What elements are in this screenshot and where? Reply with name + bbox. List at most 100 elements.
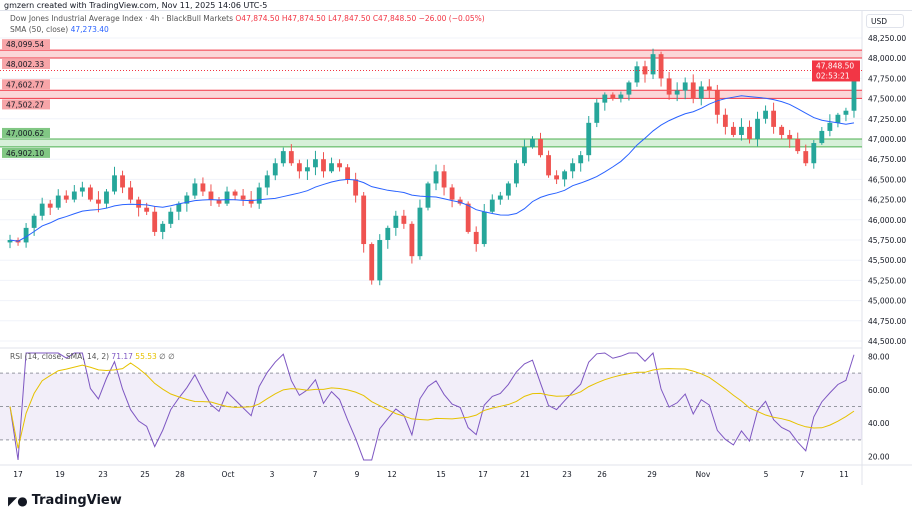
candle-body <box>96 199 101 204</box>
candle-body <box>674 90 680 95</box>
candle-body <box>602 94 608 103</box>
sma-legend[interactable]: SMA (50, close) 47,273.40 <box>10 25 109 34</box>
rsi-legend[interactable]: RSI (14, close, SMA, 14, 2) 71.17 55.53 … <box>10 352 175 361</box>
price-tick: 48,250.00 <box>868 34 906 43</box>
price-tick: 44,500.00 <box>868 337 906 346</box>
candle-body <box>698 86 704 99</box>
candle-body <box>473 231 479 245</box>
candle-body <box>305 167 310 172</box>
candle-body <box>489 199 495 212</box>
candle-body <box>803 151 809 164</box>
candle-body <box>787 134 793 139</box>
candle-body <box>71 191 77 200</box>
rsi-label: RSI (14, close, SMA, 14, 2) <box>10 352 110 361</box>
candle-body <box>232 191 238 196</box>
high-value: H47,874.50 <box>281 14 326 23</box>
candle-body <box>409 223 415 257</box>
date-tick: 15 <box>436 470 446 479</box>
rsi-tick: 60.00 <box>868 386 890 395</box>
candle-body <box>658 54 664 79</box>
date-tick: 12 <box>387 470 397 479</box>
candle-body <box>55 195 61 208</box>
open-value: O47,874.50 <box>235 14 280 23</box>
candle-body <box>562 171 568 180</box>
sma-label: SMA (50, close) <box>10 25 69 34</box>
price-tick: 47,750.00 <box>868 74 906 83</box>
close-value: C47,848.50 <box>372 14 417 23</box>
date-tick: 23 <box>98 470 108 479</box>
candle-body <box>264 175 270 188</box>
candle-body <box>87 187 93 200</box>
date-tick: 3 <box>270 470 275 479</box>
candle-body <box>835 114 841 123</box>
currency-selector[interactable]: USD <box>866 14 904 28</box>
candle-body <box>288 151 294 164</box>
tradingview-logo-icon: ◤● <box>8 493 28 508</box>
candle-body <box>296 163 302 172</box>
date-tick: 21 <box>520 470 530 479</box>
candle-body <box>168 211 174 224</box>
candle-body <box>739 126 744 135</box>
candle-body <box>369 244 375 281</box>
candle-body <box>522 147 527 164</box>
candle-body <box>280 151 286 164</box>
candle-body <box>353 179 359 196</box>
date-tick: 11 <box>839 470 849 479</box>
date-tick: 23 <box>562 470 572 479</box>
candle-body <box>216 199 222 204</box>
price-tick: 44,750.00 <box>868 317 906 326</box>
candle-body <box>39 203 45 216</box>
candle-body <box>449 187 455 200</box>
candle-body <box>795 139 801 152</box>
candle-body <box>634 66 640 83</box>
candle-body <box>128 187 133 200</box>
candle-body <box>465 203 471 232</box>
price-tick: 45,750.00 <box>868 236 906 245</box>
tradingview-logo[interactable]: ◤● TradingView <box>8 493 122 508</box>
candle-body <box>618 94 624 99</box>
date-tick: 26 <box>597 470 607 479</box>
candle-body <box>731 126 736 135</box>
candle-body <box>610 94 616 99</box>
candle-body <box>144 207 150 212</box>
date-tick: 7 <box>313 470 318 479</box>
zone-price-label: 47,000.62 <box>6 129 44 138</box>
chart-credit: gmzern created with TradingView.com, Nov… <box>4 1 268 10</box>
rsi-tick: 20.00 <box>868 453 890 462</box>
date-tick: 19 <box>55 470 65 479</box>
candle-body <box>763 110 768 119</box>
sma-value: 47,273.40 <box>70 25 109 34</box>
date-tick: 5 <box>764 470 769 479</box>
candle-body <box>385 227 391 240</box>
date-tick: 29 <box>647 470 657 479</box>
candle-body <box>329 163 334 172</box>
candle-body <box>530 139 535 148</box>
candle-body <box>321 159 326 172</box>
chart-frame <box>0 10 912 486</box>
candle-body <box>393 215 399 228</box>
rsi-extra-2: ∅ <box>168 352 175 361</box>
candle-body <box>441 171 447 188</box>
candle-body <box>505 183 511 196</box>
candle-body <box>666 78 672 95</box>
candle-body <box>779 126 785 135</box>
price-tick: 46,250.00 <box>868 196 906 205</box>
candle-body <box>176 203 182 212</box>
candle-body <box>272 163 278 176</box>
candle-body <box>79 187 85 192</box>
date-tick: 17 <box>478 470 488 479</box>
zone-label-bg <box>2 147 50 158</box>
price-tick: 46,000.00 <box>868 216 906 225</box>
candle-body <box>755 118 760 139</box>
last-price-label: 47,848.50 <box>816 61 854 70</box>
candle-body <box>714 90 720 115</box>
brand-name: TradingView <box>31 493 122 508</box>
candle-body <box>361 195 367 245</box>
candle-body <box>104 191 109 204</box>
candle-body <box>747 126 752 139</box>
candle-body <box>843 110 849 115</box>
date-tick: Nov <box>696 470 711 479</box>
zone-price-label: 46,902.10 <box>6 149 44 158</box>
countdown-label: 02:53:21 <box>816 71 850 80</box>
